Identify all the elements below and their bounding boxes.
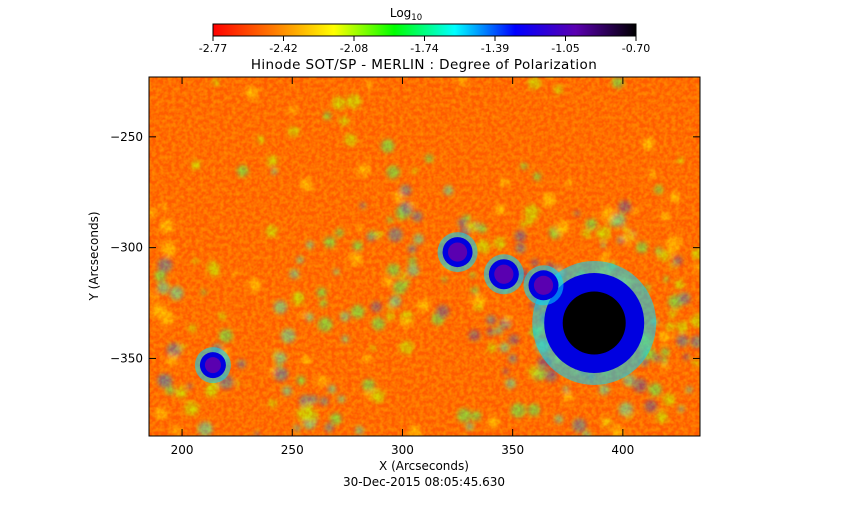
x-tick-label: 250	[281, 443, 304, 457]
heatmap-texture	[149, 77, 700, 436]
y-axis: −250 −300 −350	[110, 130, 700, 365]
spot-umbra	[494, 264, 514, 284]
x-tick-label: 400	[611, 443, 634, 457]
plot-frame	[148, 76, 701, 437]
spot-umbra	[533, 275, 554, 295]
heatmap-plot	[149, 77, 700, 436]
colorbar-tick-label: -1.39	[481, 42, 509, 55]
colorbar-tick-label: -2.08	[340, 42, 368, 55]
colorbar-tick-label: -2.42	[269, 42, 297, 55]
y-axis-label: Y (Arcseconds)	[87, 211, 101, 301]
x-axis: 200 250 300 350 400	[171, 77, 634, 457]
y-tick-label: −350	[110, 351, 143, 365]
colorbar-tick-label: -2.77	[199, 42, 227, 55]
spot-umbra	[447, 242, 468, 262]
x-tick-label: 200	[171, 443, 194, 457]
y-tick-label: −300	[110, 241, 143, 255]
colorbar	[212, 23, 637, 37]
chart-title: Hinode SOT/SP - MERLIN : Degree of Polar…	[251, 57, 597, 73]
colorbar-tick-label: -0.70	[622, 42, 650, 55]
y-tick-label: −250	[110, 130, 143, 144]
timestamp: 30-Dec-2015 08:05:45.630	[343, 475, 505, 489]
x-tick-label: 300	[391, 443, 414, 457]
colorbar-label: Log10	[390, 6, 422, 23]
colorbar-tick-label: -1.74	[410, 42, 438, 55]
spot-umbra	[562, 291, 626, 355]
colorbar-tick-label: -1.05	[551, 42, 579, 55]
x-tick-label: 350	[501, 443, 524, 457]
spot-umbra	[204, 357, 221, 374]
x-axis-label: X (Arcseconds)	[379, 459, 469, 473]
sunspots	[194, 232, 657, 385]
colorbar-ticks: -2.77 -2.42 -2.08 -1.74 -1.39 -1.05 -0.70	[199, 36, 650, 55]
